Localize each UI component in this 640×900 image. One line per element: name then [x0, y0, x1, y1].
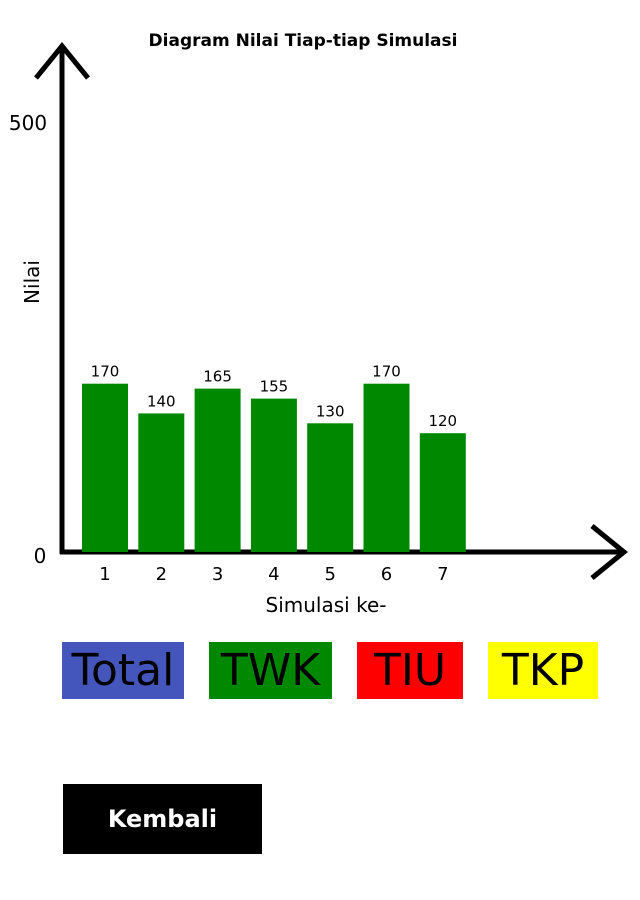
bars-group: 170 1 140 2 165 3 155 4 130 5 170 6 120 7: [82, 363, 466, 585]
y-tick-label-min: 0: [34, 544, 47, 568]
bar-sim-5: [307, 423, 354, 552]
bar-value-label: 170: [91, 363, 120, 381]
tkp-filter-button[interactable]: TKP: [488, 642, 598, 699]
x-tick-label: 7: [437, 564, 448, 585]
tiu-filter-button[interactable]: TIU: [357, 642, 463, 699]
bar-value-label: 140: [147, 392, 176, 410]
x-tick-label: 3: [212, 564, 223, 585]
bar-value-label: 155: [260, 378, 289, 396]
total-filter-button[interactable]: Total: [62, 642, 184, 699]
y-axis-label: Nilai: [20, 260, 44, 304]
bar-value-label: 130: [316, 402, 345, 420]
bar-value-label: 170: [372, 363, 401, 381]
bar-sim-1: [82, 383, 128, 552]
x-tick-label: 4: [268, 564, 279, 585]
x-tick-label: 5: [324, 564, 335, 585]
y-tick-label-max: 500: [9, 111, 47, 135]
x-axis-label: Simulasi ke-: [266, 593, 387, 617]
x-tick-label: 2: [156, 564, 167, 585]
bar-value-label: 165: [203, 368, 232, 386]
bar-sim-2: [138, 413, 185, 552]
bar-sim-6: [363, 383, 410, 552]
back-button[interactable]: Kembali: [63, 784, 262, 854]
twk-filter-button[interactable]: TWK: [209, 642, 332, 699]
x-axis-arrowhead: [590, 524, 628, 580]
bar-sim-7: [419, 433, 466, 552]
y-axis-arrowhead: [34, 42, 90, 80]
bar-sim-4: [250, 398, 297, 552]
bar-chart: Diagram Nilai Tiap-tiap Simulasi 500 0 N…: [9, 31, 628, 617]
x-tick-label: 1: [99, 564, 110, 585]
x-tick-label: 6: [381, 564, 392, 585]
bar-sim-3: [194, 388, 241, 552]
bar-value-label: 120: [428, 412, 457, 430]
chart-title: Diagram Nilai Tiap-tiap Simulasi: [149, 31, 458, 51]
